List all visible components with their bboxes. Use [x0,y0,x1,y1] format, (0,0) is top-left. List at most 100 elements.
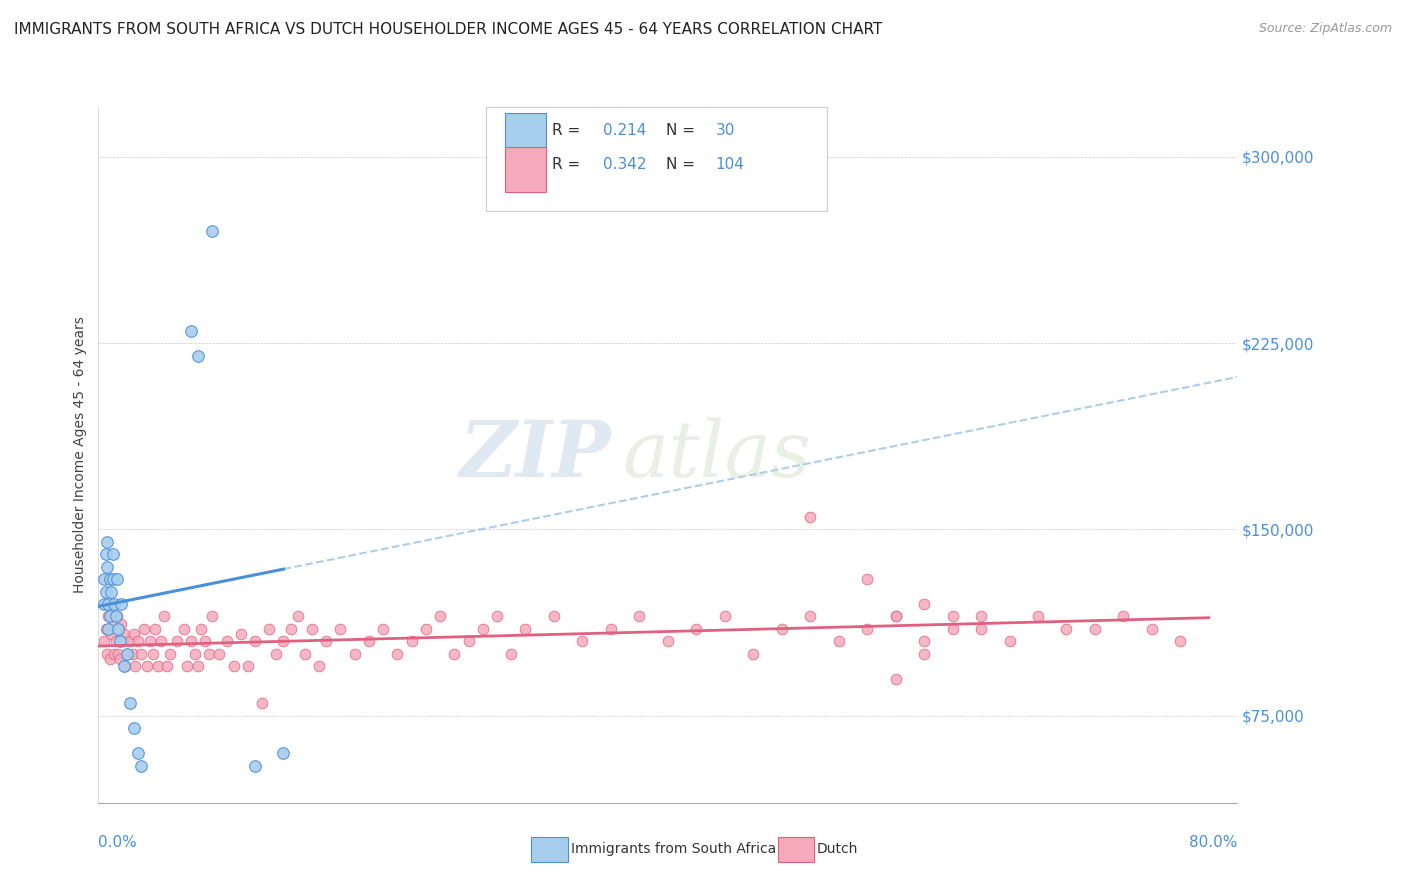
Point [110,616,132,631]
Point [308,659,330,673]
Point [799,510,821,524]
Point [198,647,221,661]
Point [118,634,141,648]
Point [187,349,209,363]
Point [884,609,907,624]
Point [180,634,202,648]
Point [127,746,149,760]
Point [201,609,224,624]
Point [1170,634,1192,648]
Text: IMMIGRANTS FROM SOUTH AFRICA VS DUTCH HOUSEHOLDER INCOME AGES 45 - 64 YEARS CORR: IMMIGRANTS FROM SOUTH AFRICA VS DUTCH HO… [14,22,883,37]
Point [93,597,115,611]
Text: Source: ZipAtlas.com: Source: ZipAtlas.com [1258,22,1392,36]
Point [145,622,167,636]
Point [159,647,181,661]
Point [828,634,851,648]
Point [208,647,231,661]
Point [118,697,141,711]
Point [104,609,127,624]
Point [97,597,120,611]
Point [1026,609,1049,624]
Point [114,659,136,673]
Point [105,572,128,586]
Y-axis label: Householder Income Ages 45 - 64 years: Householder Income Ages 45 - 64 years [73,317,87,593]
Point [94,622,117,636]
Point [501,647,523,661]
FancyBboxPatch shape [505,112,546,158]
Point [250,697,273,711]
Point [97,622,120,636]
Point [100,584,122,599]
Text: 0.214: 0.214 [603,122,647,137]
Point [343,647,366,661]
Point [714,609,737,624]
Point [799,609,821,624]
Point [571,634,593,648]
Point [280,622,302,636]
Point [132,622,155,636]
Point [96,559,118,574]
Point [101,616,124,631]
Text: N =: N = [665,157,699,171]
Point [94,584,117,599]
Text: Dutch: Dutch [817,842,858,856]
Point [148,659,170,673]
Point [912,647,935,661]
Text: 104: 104 [716,157,745,171]
Point [415,622,437,636]
Point [856,622,879,636]
Point [184,647,207,661]
Point [122,627,145,641]
Point [156,659,179,673]
Point [357,634,380,648]
Point [229,627,252,641]
Point [912,634,935,648]
Point [628,609,651,624]
Point [112,627,135,641]
Point [329,622,352,636]
Point [486,609,509,624]
Point [685,622,707,636]
Point [1112,609,1135,624]
Point [401,634,423,648]
Text: 0.0%: 0.0% [98,836,138,850]
Point [107,622,129,636]
Point [1140,622,1163,636]
Point [180,324,202,338]
Point [127,634,149,648]
Point [222,659,245,673]
Point [96,647,118,661]
Point [176,659,198,673]
Point [115,647,138,661]
Point [98,651,121,665]
Point [273,634,295,648]
Point [215,634,238,648]
Point [194,634,217,648]
Text: Immigrants from South Africa: Immigrants from South Africa [571,842,776,856]
Point [657,634,679,648]
Point [266,647,288,661]
Point [301,622,323,636]
Point [96,534,118,549]
Point [103,647,125,661]
Point [105,609,128,624]
Text: R =: R = [551,157,585,171]
Point [100,627,122,641]
Point [770,622,793,636]
Point [387,647,409,661]
Point [166,634,188,648]
Point [457,634,479,648]
Point [129,647,152,661]
Point [141,647,163,661]
Point [153,609,176,624]
Point [287,609,309,624]
Point [884,672,907,686]
Point [122,721,145,735]
Point [97,609,120,624]
Text: ZIP: ZIP [460,417,612,493]
Point [98,609,121,624]
Point [236,659,259,673]
Point [443,647,465,661]
Point [190,622,212,636]
Point [273,746,295,760]
